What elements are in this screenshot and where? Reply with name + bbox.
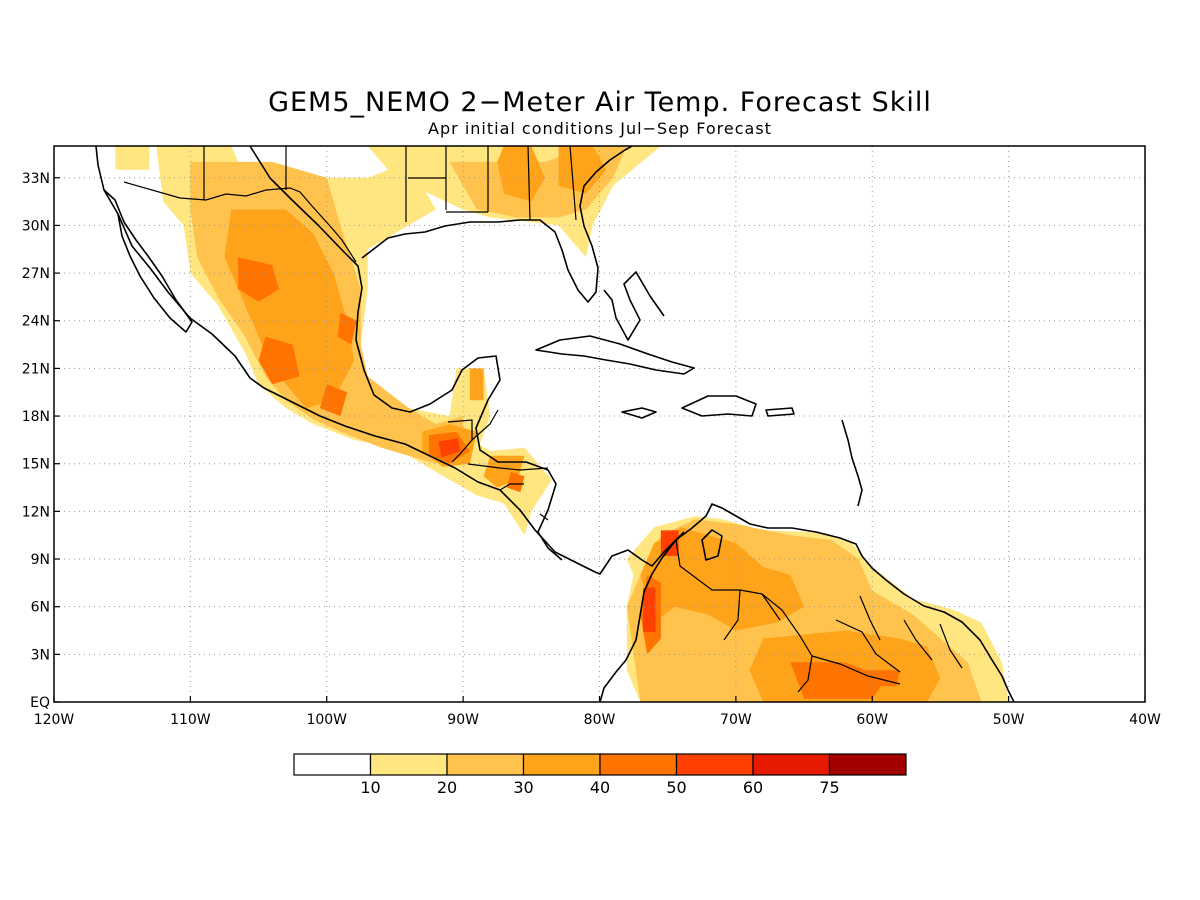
latitude-axis: EQ 3N 6N 9N 12N 15N 18N 21N 24N 27N 30N 33N [22, 171, 60, 711]
map-title: GEM5_NEMO 2−Meter Air Temp. Forecast Ski… [268, 87, 932, 118]
skill-shading [115, 146, 1009, 702]
colorbar-swatch [752, 753, 831, 776]
gulf-coast [249, 146, 563, 561]
skill-region-level-5 [660, 530, 679, 556]
skill-region-level-1 [115, 146, 150, 170]
colorbar-label: 20 [437, 778, 457, 797]
gulf-north-coast [361, 146, 633, 303]
skill-region-level-4 [337, 312, 357, 345]
colorbar: 10 20 30 40 50 60 75 [293, 753, 907, 797]
colorbar-swatch [675, 753, 754, 776]
skill-region-level-3 [224, 209, 354, 409]
longitude-axis: 120W 110W 100W 90W 80W 70W 60W 50W 40W [34, 696, 1161, 728]
south-america-borders [675, 539, 963, 693]
lon-tick-label: 50W [993, 712, 1025, 728]
coastlines [95, 146, 1015, 702]
colorbar-label: 60 [743, 778, 763, 797]
lat-tick-label: 30N [22, 218, 50, 234]
skill-region-level-4 [865, 670, 900, 687]
us-mexico-border [123, 181, 357, 263]
skill-region-level-5 [438, 438, 461, 458]
hispaniola [681, 395, 757, 417]
graticule [54, 146, 1145, 702]
lake-maracaibo [701, 529, 723, 561]
country-borders [123, 146, 963, 693]
colorbar-label: 30 [513, 778, 533, 797]
skill-region-level-3 [469, 368, 484, 401]
lat-tick-label: 6N [31, 600, 50, 616]
colorbar-swatch [369, 753, 448, 776]
lon-tick-label: 100W [306, 712, 347, 728]
bahamas [603, 271, 665, 341]
lat-tick-label: 9N [31, 552, 50, 568]
skill-region-level-3 [640, 527, 805, 631]
lat-tick-label: 3N [31, 647, 50, 663]
colorbar-swatch [828, 753, 907, 776]
colorbar-swatch [599, 753, 678, 776]
skill-region-level-4 [319, 384, 348, 417]
colorbar-label: 75 [819, 778, 839, 797]
us-state-borders [203, 146, 577, 222]
colorbar-label: 10 [360, 778, 380, 797]
lat-tick-label: 18N [22, 409, 50, 425]
skill-region-level-3 [497, 146, 545, 202]
lat-tick-label: 12N [22, 504, 50, 520]
colorbar-swatch [293, 753, 372, 776]
colorbar-swatch [446, 753, 525, 776]
colorbar-label: 50 [666, 778, 686, 797]
skill-region-level-4 [258, 336, 300, 385]
lon-tick-label: 110W [170, 712, 211, 728]
lat-tick-label: 27N [22, 266, 50, 282]
skill-region-level-4 [238, 257, 279, 302]
lon-tick-label: 70W [720, 712, 752, 728]
lat-tick-label: EQ [30, 695, 50, 711]
colorbar-swatch [522, 753, 601, 776]
map-subtitle: Apr initial conditions Jul−Sep Forecast [428, 119, 772, 138]
lat-tick-label: 15N [22, 457, 50, 473]
south-america-coast [599, 503, 1015, 702]
jamaica [621, 407, 657, 419]
lon-tick-label: 90W [447, 712, 479, 728]
lat-tick-label: 33N [22, 171, 50, 187]
puerto-rico [765, 407, 795, 417]
lon-tick-label: 40W [1129, 712, 1161, 728]
lon-tick-label: 60W [856, 712, 888, 728]
central-america-borders [447, 409, 549, 521]
skill-region-level-5 [643, 587, 656, 633]
baja-peninsula [103, 189, 193, 333]
lat-tick-label: 21N [22, 361, 50, 377]
lesser-antilles [841, 419, 863, 507]
lat-tick-label: 24N [22, 314, 50, 330]
colorbar-label: 40 [590, 778, 610, 797]
skill-region-level-4 [506, 471, 525, 493]
cuba [535, 335, 695, 375]
lon-tick-label: 80W [584, 712, 616, 728]
lon-tick-label: 120W [34, 712, 75, 728]
mexico-central-america-coast [95, 146, 685, 575]
skill-region-level-4 [790, 662, 886, 699]
